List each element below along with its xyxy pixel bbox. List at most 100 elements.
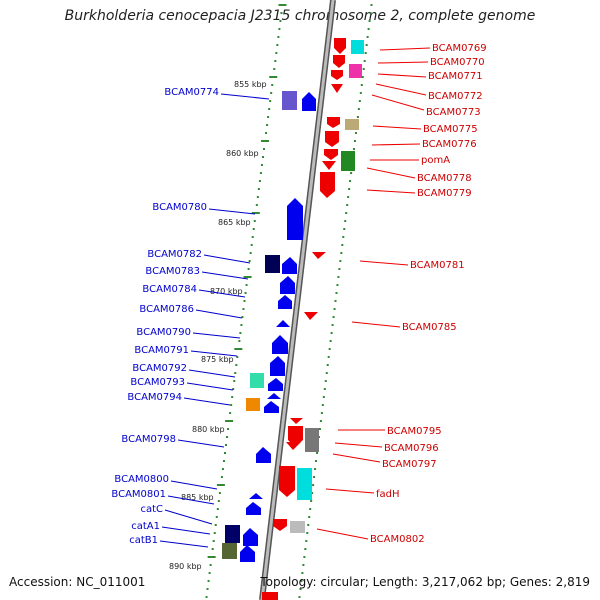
gene-label-bcam0773[interactable]: BCAM0773 xyxy=(426,107,481,118)
rail-dot xyxy=(313,476,316,478)
gene-glyph[interactable] xyxy=(302,92,316,111)
gene-glyph[interactable] xyxy=(280,276,295,294)
gene-label-poma[interactable]: pomA xyxy=(421,155,450,166)
gene-label-bcam0771[interactable]: BCAM0771 xyxy=(428,71,483,82)
gene-glyph[interactable] xyxy=(222,543,237,559)
rail-dot xyxy=(325,372,328,374)
gene-glyph[interactable] xyxy=(240,545,255,562)
gene-label-bcam0772[interactable]: BCAM0772 xyxy=(428,91,483,102)
gene-glyph[interactable] xyxy=(331,84,343,93)
rail-dot xyxy=(243,276,252,278)
rail-dot xyxy=(370,4,373,6)
gene-glyph[interactable] xyxy=(331,70,343,80)
gene-glyph[interactable] xyxy=(345,119,359,130)
gene-label-bcam0779[interactable]: BCAM0779 xyxy=(417,188,472,199)
gene-label-bcam0801[interactable]: BCAM0801 xyxy=(111,489,166,500)
gene-glyph[interactable] xyxy=(246,398,260,411)
gene-label-bcam0769[interactable]: BCAM0769 xyxy=(432,43,487,54)
gene-glyph[interactable] xyxy=(322,161,336,170)
gene-label-bcam0784[interactable]: BCAM0784 xyxy=(142,284,197,295)
gene-glyph[interactable] xyxy=(320,172,335,198)
rail-dot xyxy=(225,420,234,422)
gene-glyph[interactable] xyxy=(265,255,280,273)
gene-label-bcam0793[interactable]: BCAM0793 xyxy=(130,377,185,388)
gene-glyph[interactable] xyxy=(282,91,297,110)
gene-label-bcam0776[interactable]: BCAM0776 xyxy=(422,139,477,150)
gene-glyph[interactable] xyxy=(286,442,301,450)
gene-glyph[interactable] xyxy=(264,401,279,413)
rail-dot xyxy=(343,228,346,230)
gene-label-bcam0782[interactable]: BCAM0782 xyxy=(147,249,202,260)
gene-glyph[interactable] xyxy=(327,117,340,128)
gene-glyph[interactable] xyxy=(279,466,295,497)
gene-label-bcam0786[interactable]: BCAM0786 xyxy=(139,304,194,315)
gene-label-bcam0800[interactable]: BCAM0800 xyxy=(114,474,169,485)
gene-label-bcam0783[interactable]: BCAM0783 xyxy=(145,266,200,277)
gene-glyph[interactable] xyxy=(225,525,240,543)
gene-glyph[interactable] xyxy=(304,312,318,320)
gene-label-bcam0775[interactable]: BCAM0775 xyxy=(423,124,478,135)
rail-dot xyxy=(369,12,372,14)
rail-dot xyxy=(348,188,351,190)
gene-glyph[interactable] xyxy=(290,418,303,424)
gene-glyph[interactable] xyxy=(262,592,278,600)
gene-label-bcam0802[interactable]: BCAM0802 xyxy=(370,534,425,545)
gene-label-catc[interactable]: catC xyxy=(140,504,163,515)
gene-glyph[interactable] xyxy=(290,521,305,533)
gene-label-bcam0797[interactable]: BCAM0797 xyxy=(382,459,437,470)
gene-glyph[interactable] xyxy=(273,519,287,531)
gene-label-bcam0795[interactable]: BCAM0795 xyxy=(387,426,442,437)
gene-label-bcam0796[interactable]: BCAM0796 xyxy=(384,443,439,454)
gene-label-bcam0798[interactable]: BCAM0798 xyxy=(121,434,176,445)
gene-label-bcam0770[interactable]: BCAM0770 xyxy=(430,57,485,68)
gene-glyph[interactable] xyxy=(287,198,303,240)
gene-glyph[interactable] xyxy=(334,38,346,54)
gene-label-bcam0778[interactable]: BCAM0778 xyxy=(417,173,472,184)
gene-glyph[interactable] xyxy=(249,493,263,499)
gene-label-bcam0774[interactable]: BCAM0774 xyxy=(164,87,219,98)
gene-label-bcam0785[interactable]: BCAM0785 xyxy=(402,322,457,333)
gene-label-bcam0794[interactable]: BCAM0794 xyxy=(127,392,182,403)
gene-label-bcam0781[interactable]: BCAM0781 xyxy=(410,260,465,271)
gene-glyph[interactable] xyxy=(349,64,362,78)
gene-glyph[interactable] xyxy=(270,356,285,376)
rail-dot xyxy=(360,84,363,86)
gene-glyph[interactable] xyxy=(305,428,319,452)
gene-glyph[interactable] xyxy=(250,373,264,388)
rail-dot xyxy=(308,516,311,518)
gene-glyph[interactable] xyxy=(256,447,271,463)
gene-glyph[interactable] xyxy=(288,426,303,447)
rail-dot xyxy=(230,404,233,406)
rail-dot xyxy=(356,116,359,118)
rail-dot xyxy=(328,348,331,350)
gene-glyph[interactable] xyxy=(297,468,312,500)
gene-glyph[interactable] xyxy=(272,335,288,354)
gene-glyph[interactable] xyxy=(282,257,297,274)
gene-glyph[interactable] xyxy=(268,378,283,391)
gene-glyph[interactable] xyxy=(276,320,290,327)
rail-dot xyxy=(248,260,251,262)
gene-glyph[interactable] xyxy=(243,528,258,546)
gene-glyph[interactable] xyxy=(351,40,364,54)
gene-glyph[interactable] xyxy=(278,295,292,309)
rail-dot xyxy=(229,412,232,414)
gene-glyph[interactable] xyxy=(246,502,261,515)
gene-glyph[interactable] xyxy=(267,393,281,399)
gene-label-bcam0792[interactable]: BCAM0792 xyxy=(132,363,187,374)
rail-dot xyxy=(339,260,342,262)
gene-label-cata1[interactable]: catA1 xyxy=(131,521,160,532)
gene-glyph[interactable] xyxy=(341,151,355,171)
gene-label-catb1[interactable]: catB1 xyxy=(129,535,158,546)
gene-glyph[interactable] xyxy=(324,149,338,160)
gene-glyph[interactable] xyxy=(325,131,339,147)
gene-label-fadh[interactable]: fadH xyxy=(376,489,400,500)
gene-glyph[interactable] xyxy=(312,252,326,259)
rail-dot xyxy=(207,580,210,582)
rail-dot xyxy=(320,412,323,414)
rail-dot xyxy=(329,340,332,342)
gene-label-bcam0780[interactable]: BCAM0780 xyxy=(152,202,207,213)
gene-label-bcam0790[interactable]: BCAM0790 xyxy=(136,327,191,338)
gene-glyph[interactable] xyxy=(333,55,345,68)
gene-label-bcam0791[interactable]: BCAM0791 xyxy=(134,345,189,356)
rail-dot xyxy=(342,236,345,238)
